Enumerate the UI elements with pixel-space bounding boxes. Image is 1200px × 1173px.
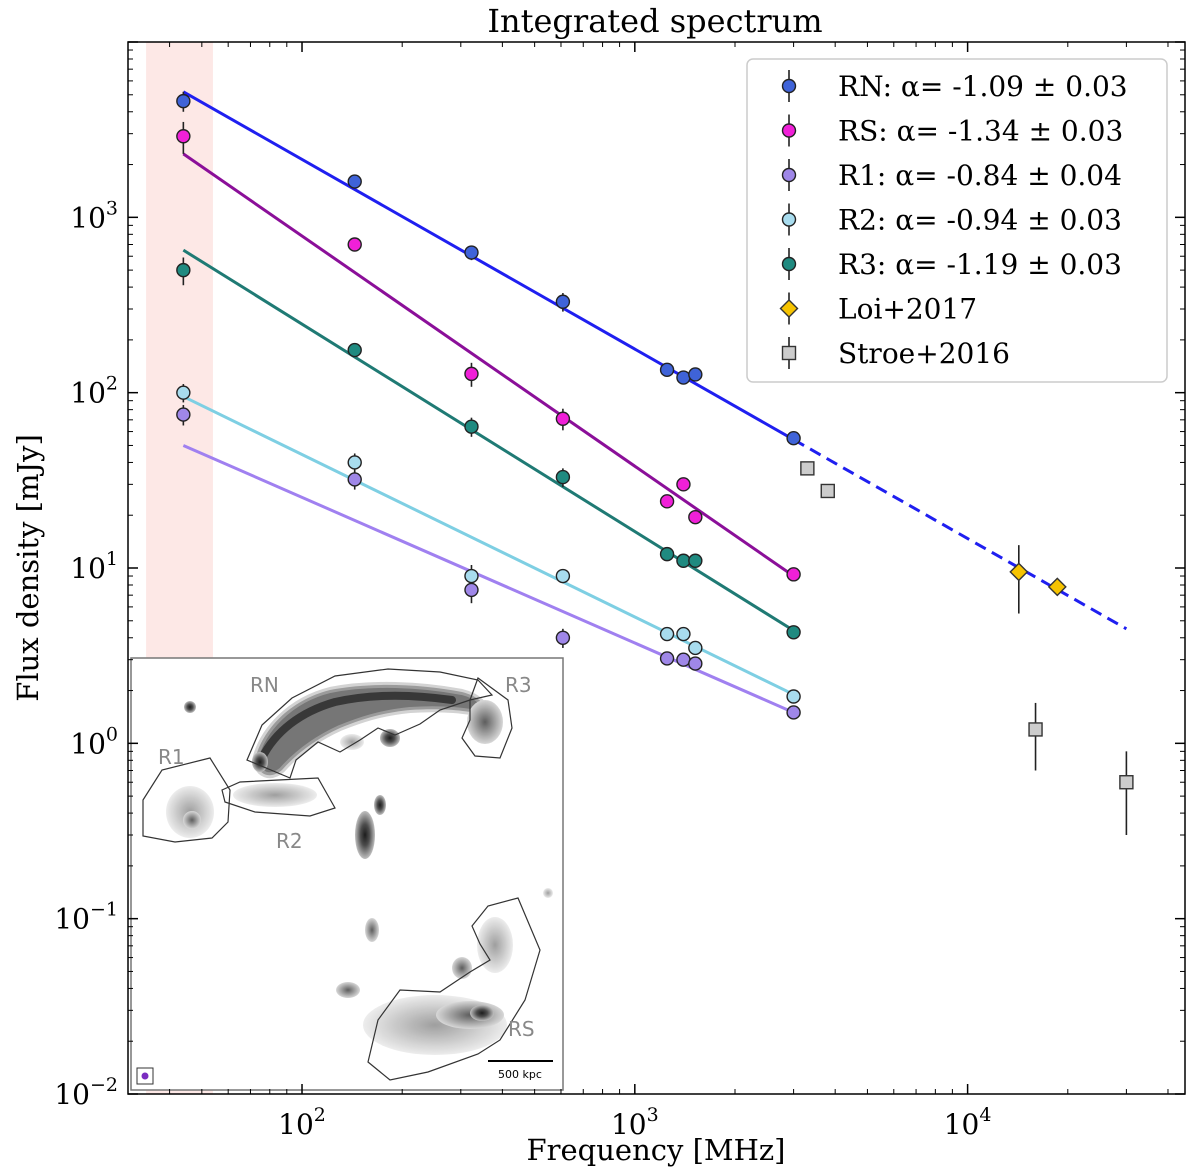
x-tick-label: 102 — [278, 1104, 326, 1141]
legend-marker — [781, 345, 797, 361]
fit-line — [182, 90, 795, 441]
data-point — [659, 546, 675, 562]
data-point — [347, 472, 362, 487]
legend-marker — [781, 256, 797, 272]
data-point — [786, 625, 801, 640]
inset-scalebar-label: 500 kpc — [498, 1068, 542, 1081]
legend-label: R1: α= -0.84 ± 0.04 — [838, 159, 1122, 192]
legend-entry: Loi+2017 — [779, 292, 977, 326]
legend-label: RS: α= -1.34 ± 0.03 — [838, 115, 1123, 148]
data-point — [347, 237, 362, 252]
x-tick-label: 103 — [611, 1104, 659, 1141]
inset-emission — [166, 681, 553, 1055]
legend: RN: α= -1.09 ± 0.03 RS: α= -1.34 ± 0.03 R1… — [746, 58, 1168, 383]
data-point — [688, 367, 703, 382]
data-point — [176, 93, 191, 109]
x-tick-label: 104 — [944, 1104, 992, 1141]
y-tick-label: 102 — [70, 373, 118, 410]
legend-entry: RS: α= -1.34 ± 0.03 — [781, 114, 1123, 148]
data-point — [659, 626, 675, 642]
data-point — [659, 362, 675, 378]
data-point — [688, 553, 703, 568]
legend-entry: Stroe+2016 — [781, 337, 1010, 370]
legend-label: Stroe+2016 — [838, 337, 1010, 370]
data-point — [176, 129, 191, 144]
data-point — [555, 294, 571, 309]
data-point — [800, 461, 815, 476]
data-point — [555, 630, 571, 645]
legend-marker — [779, 299, 799, 318]
data-point — [347, 174, 362, 189]
legend-marker — [781, 167, 797, 183]
x-axis-label: Frequency [MHz] — [527, 1133, 786, 1167]
data-point — [555, 568, 571, 584]
fit-line-extension — [792, 438, 1128, 631]
y-tick-label: 10−1 — [54, 899, 118, 936]
data-point — [786, 430, 801, 446]
data-point — [676, 477, 691, 492]
legend-entry: R1: α= -0.84 ± 0.04 — [781, 159, 1122, 192]
legend-label: Loi+2017 — [838, 293, 977, 326]
inset-beam — [141, 1072, 149, 1080]
data-point — [176, 262, 191, 278]
data-point — [688, 509, 703, 525]
data-point — [464, 568, 479, 584]
data-point — [464, 245, 479, 260]
data-point — [659, 651, 675, 666]
data-point — [688, 640, 703, 656]
data-point — [555, 411, 571, 426]
data-point — [347, 455, 362, 470]
legend-entry: RN: α= -1.09 ± 0.03 — [781, 70, 1128, 103]
y-tick-label: 100 — [70, 723, 118, 760]
data-point — [676, 553, 691, 568]
data-point — [1009, 562, 1029, 582]
fit-line — [182, 152, 795, 578]
data-point — [464, 419, 479, 434]
axis-tick-labels: 102 103 104 10−2 10−1 100 101 102 103 — [54, 197, 991, 1141]
inset-label-r1: R1 — [158, 745, 185, 769]
axis-ticks — [127, 41, 1185, 1095]
data-point — [659, 494, 675, 509]
data-point — [347, 342, 362, 358]
inset-label-r2: R2 — [276, 829, 303, 853]
data-point — [176, 407, 191, 422]
y-axis-label: Flux density [mJy] — [11, 434, 45, 702]
legend-label: RN: α= -1.09 ± 0.03 — [838, 70, 1128, 103]
fit-line — [182, 248, 795, 632]
data-point — [786, 689, 801, 704]
data-point — [1119, 775, 1134, 790]
data-point — [464, 366, 479, 382]
y-tick-label: 10−2 — [54, 1074, 118, 1111]
data-point — [820, 483, 835, 499]
y-tick-label: 103 — [70, 197, 118, 234]
inset-label-r3: R3 — [505, 673, 532, 697]
data-point — [1028, 722, 1043, 737]
legend-entry: R2: α= -0.94 ± 0.03 — [781, 203, 1122, 237]
data-point — [688, 656, 703, 671]
legend-label: R2: α= -0.94 ± 0.03 — [838, 204, 1122, 237]
data-point — [464, 582, 479, 598]
data-point — [786, 567, 801, 582]
inset-radio-map: RN R3 R1 R2 RS 500 kpc — [130, 657, 564, 1091]
data-point — [176, 385, 191, 400]
inset-region-outlines — [142, 668, 541, 1081]
legend-marker — [781, 78, 797, 94]
data-point — [1047, 577, 1067, 597]
legend-label: R3: α= -1.19 ± 0.03 — [838, 248, 1122, 281]
inset-label-rs: RS — [508, 1017, 535, 1041]
legend-box — [746, 58, 1168, 383]
data-point — [786, 705, 801, 720]
inset-label-rn: RN — [250, 673, 279, 697]
data-point — [676, 370, 691, 385]
chart-title: Integrated spectrum — [487, 2, 822, 40]
data-markers — [176, 93, 1134, 790]
data-point — [676, 626, 691, 642]
data-point — [555, 469, 571, 485]
y-tick-label: 101 — [70, 548, 118, 585]
legend-marker — [781, 123, 797, 138]
legend-marker — [781, 212, 797, 227]
legend-entry: R3: α= -1.19 ± 0.03 — [781, 248, 1122, 281]
data-point — [676, 652, 691, 667]
